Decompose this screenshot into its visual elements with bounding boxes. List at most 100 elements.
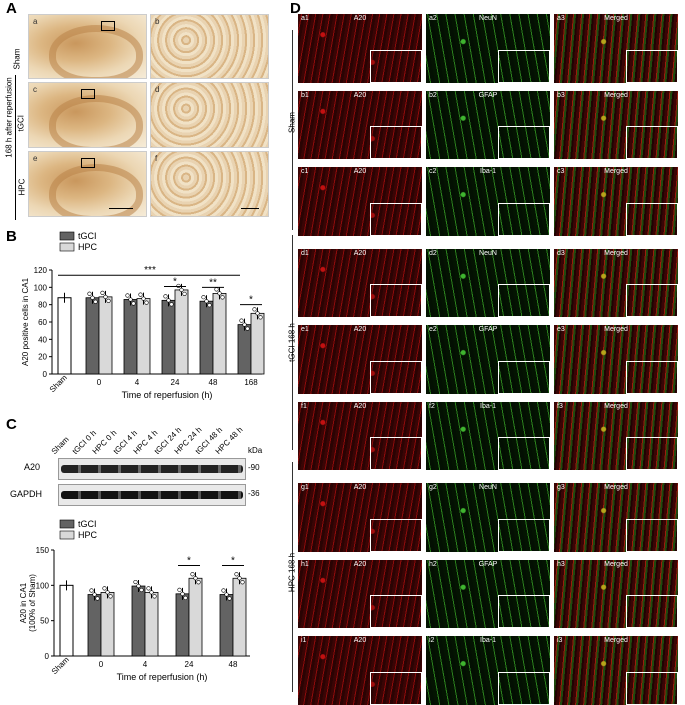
zoom-inset bbox=[369, 202, 422, 236]
stain-label: A20 bbox=[353, 15, 367, 22]
fluor-image-i3: i3 Merged bbox=[554, 636, 678, 705]
x-tick-label: 48 bbox=[209, 378, 218, 387]
data-point bbox=[139, 587, 144, 593]
fluor-image-d2: d2 NeuN bbox=[426, 248, 550, 317]
fluor-image-d1: d1 A20 bbox=[298, 248, 422, 317]
y-axis-label: A20 positive cells in CA1 bbox=[21, 277, 30, 366]
fluor-image-f2: f2 Iba-1 bbox=[426, 401, 550, 470]
image-tag: g3 bbox=[557, 484, 565, 491]
fluor-image-h1: h1 A20 bbox=[298, 559, 422, 628]
zoom-inset bbox=[625, 671, 678, 705]
fluor-image-e3: e3 Merged bbox=[554, 325, 678, 394]
fluor-image-c1: c1 A20 bbox=[298, 167, 422, 236]
x-axis-label: Time of reperfusion (h) bbox=[122, 390, 213, 400]
kda-label: kDa bbox=[248, 446, 263, 455]
stain-label: Merged bbox=[604, 168, 628, 175]
image-tag: h3 bbox=[557, 560, 565, 568]
data-point bbox=[141, 296, 146, 301]
legend-tgci-label: tGCI bbox=[78, 519, 97, 529]
data-point bbox=[258, 315, 263, 320]
ihc-image-d: d bbox=[150, 82, 269, 148]
image-tag: d2 bbox=[429, 249, 437, 257]
group-line-sham bbox=[292, 30, 293, 230]
lane-label: Sham bbox=[49, 434, 71, 456]
tag-e: e bbox=[33, 154, 38, 163]
stain-label: Merged bbox=[604, 15, 628, 22]
blot-gapdh bbox=[58, 484, 246, 506]
data-point bbox=[106, 298, 111, 303]
bar-hpc bbox=[100, 592, 115, 657]
data-point bbox=[138, 292, 143, 297]
sig-label: * bbox=[231, 556, 235, 567]
data-point bbox=[128, 297, 133, 302]
fluor-image-b3: b3 Merged bbox=[554, 90, 678, 159]
zoom-inset bbox=[369, 284, 422, 317]
fluor-image-i1: i1 A20 bbox=[298, 636, 422, 705]
x-tick-label: 0 bbox=[99, 660, 104, 669]
zoom-inset bbox=[625, 284, 678, 317]
tag-c: c bbox=[33, 85, 37, 94]
image-tag: c3 bbox=[557, 168, 565, 175]
roi-box bbox=[81, 158, 95, 168]
image-tag: b2 bbox=[429, 91, 437, 99]
image-tag: i3 bbox=[557, 637, 563, 644]
bar-sham bbox=[57, 297, 72, 375]
bar-sham bbox=[59, 584, 74, 657]
data-point bbox=[196, 580, 201, 585]
zoom-inset bbox=[497, 360, 550, 394]
y-tick-label: 60 bbox=[38, 318, 47, 327]
zoom-inset bbox=[625, 360, 678, 394]
panel-b-label: B bbox=[6, 228, 17, 245]
legend-hpc-label: HPC bbox=[78, 530, 98, 540]
y-axis-label: A20 in CA1 bbox=[19, 582, 28, 623]
bar-tgci bbox=[161, 299, 176, 375]
stain-label: Merged bbox=[604, 326, 628, 333]
x-tick-label-sham: Sham bbox=[50, 655, 71, 676]
panel-c-label: C bbox=[6, 416, 17, 433]
data-point bbox=[204, 299, 209, 304]
stain-label: Iba-1 bbox=[480, 637, 496, 644]
data-point bbox=[87, 291, 92, 296]
image-tag: i2 bbox=[429, 637, 435, 644]
panel-a-row-label-sham: Sham bbox=[12, 48, 22, 70]
zoom-inset bbox=[625, 437, 678, 470]
blot-size-gapdh: -36 bbox=[248, 489, 260, 498]
roi-box bbox=[81, 89, 95, 99]
zoom-inset bbox=[625, 49, 678, 83]
x-tick-label-sham: Sham bbox=[48, 373, 69, 394]
stain-label: Merged bbox=[604, 402, 628, 410]
ihc-image-f: f bbox=[150, 151, 269, 217]
bar-hpc bbox=[232, 577, 247, 657]
stain-label: Iba-1 bbox=[480, 168, 496, 175]
data-point bbox=[102, 586, 107, 591]
image-tag: e2 bbox=[429, 326, 437, 333]
image-tag: a3 bbox=[557, 15, 565, 22]
data-point bbox=[217, 291, 222, 296]
data-point bbox=[201, 295, 206, 300]
x-tick-label: 4 bbox=[135, 378, 140, 387]
fluor-image-g3: g3 Merged bbox=[554, 483, 678, 552]
data-point bbox=[108, 594, 113, 599]
stain-label: Merged bbox=[604, 249, 628, 257]
fluor-image-e2: e2 GFAP bbox=[426, 325, 550, 394]
stain-label: A20 bbox=[353, 484, 367, 491]
x-tick-label: 4 bbox=[143, 660, 148, 669]
zoom-inset bbox=[369, 360, 422, 394]
ihc-image-e: e bbox=[28, 151, 147, 217]
y-tick-label: 40 bbox=[38, 335, 47, 344]
data-point bbox=[133, 579, 138, 585]
fluor-image-c2: c2 Iba-1 bbox=[426, 167, 550, 236]
zoom-inset bbox=[369, 595, 422, 628]
data-point bbox=[239, 318, 244, 323]
stain-label: A20 bbox=[353, 91, 367, 99]
stain-label: A20 bbox=[353, 637, 367, 644]
zoom-inset bbox=[625, 202, 678, 236]
tag-f: f bbox=[155, 154, 158, 163]
x-tick-label: 48 bbox=[229, 660, 238, 669]
stain-label: A20 bbox=[353, 326, 367, 333]
fluor-image-g2: g2 NeuN bbox=[426, 483, 550, 552]
panel-d-grid: a1 A20 a2 NeuN a3 Merged b1 A20 b2 GFAP b3 Merged c1… bbox=[298, 14, 684, 705]
image-tag: f1 bbox=[301, 402, 307, 410]
bar-hpc bbox=[250, 312, 265, 375]
side-label-text: 168 h after reperfusion bbox=[4, 77, 14, 158]
